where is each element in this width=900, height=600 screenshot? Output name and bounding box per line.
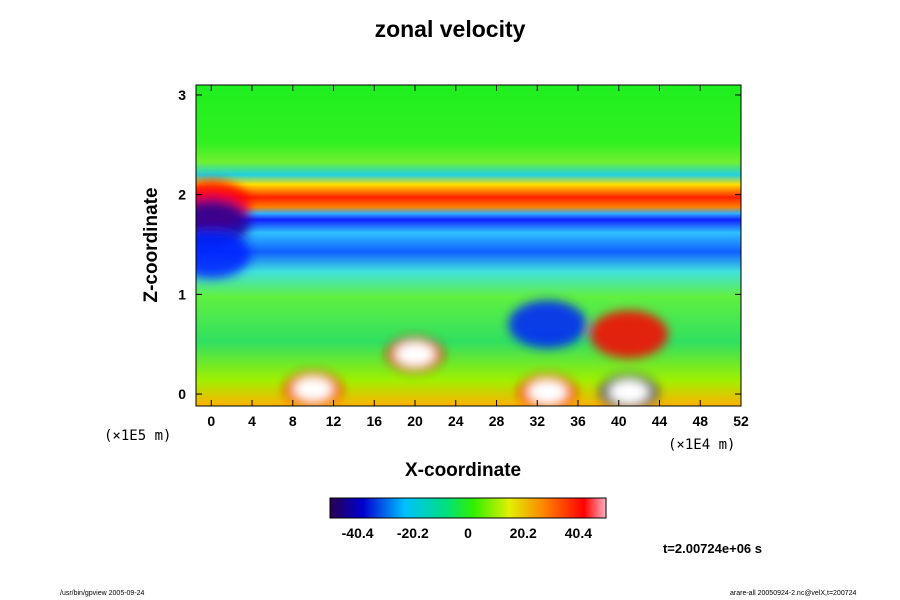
colorbar	[329, 497, 607, 519]
x-tick-label: 36	[570, 413, 586, 429]
chart-title: zonal velocity	[374, 16, 526, 42]
colorbar-tick-label: 40.4	[565, 525, 592, 541]
x-tick-label: 28	[489, 413, 505, 429]
x-tick-label: 24	[448, 413, 464, 429]
feature-core-5	[527, 379, 568, 405]
y-tick-label: 0	[178, 386, 186, 402]
x-tick-label: 48	[692, 413, 708, 429]
colorbar-tick-label: 20.2	[510, 525, 537, 541]
y-tick-label: 2	[178, 187, 186, 203]
y-unit-label: (×1E5 m)	[104, 428, 172, 444]
y-tick-label: 3	[178, 87, 186, 103]
footer-left: /usr/bin/gpview 2005-09-24	[60, 590, 145, 597]
x-tick-label: 0	[207, 413, 215, 429]
y-tick-label: 1	[178, 286, 186, 302]
x-axis-label: X-coordinate	[405, 460, 522, 481]
x-tick-label: 4	[248, 413, 256, 429]
feature-blob-7	[589, 310, 668, 359]
x-tick-label: 52	[733, 413, 749, 429]
heatmap-background	[196, 85, 741, 406]
colorbar-tick-label: 0	[464, 525, 472, 541]
x-unit-label: (×1E4 m)	[668, 437, 736, 453]
x-tick-label: 20	[407, 413, 423, 429]
feature-core-4	[395, 342, 435, 367]
plot-frame	[195, 84, 742, 407]
x-tick-label: 44	[652, 413, 668, 429]
y-axis-label: Z-coordinate	[141, 187, 162, 303]
feature-core-3	[293, 376, 333, 402]
x-tick-label: 32	[529, 413, 545, 429]
footer-right: arare-all 20050924-2.nc@velX,t=200724	[730, 590, 857, 597]
x-tick-label: 12	[326, 413, 342, 429]
time-label: t=2.00724e+06 s	[662, 541, 762, 556]
x-tick-label: 40	[611, 413, 627, 429]
x-tick-label: 16	[366, 413, 382, 429]
colorbar-tick-label: -20.2	[397, 525, 429, 541]
feature-blob-2	[196, 230, 251, 279]
feature-core-6	[609, 379, 649, 405]
feature-blob-8	[508, 300, 587, 349]
colorbar-tick-label: -40.4	[342, 525, 374, 541]
x-tick-label: 8	[289, 413, 297, 429]
